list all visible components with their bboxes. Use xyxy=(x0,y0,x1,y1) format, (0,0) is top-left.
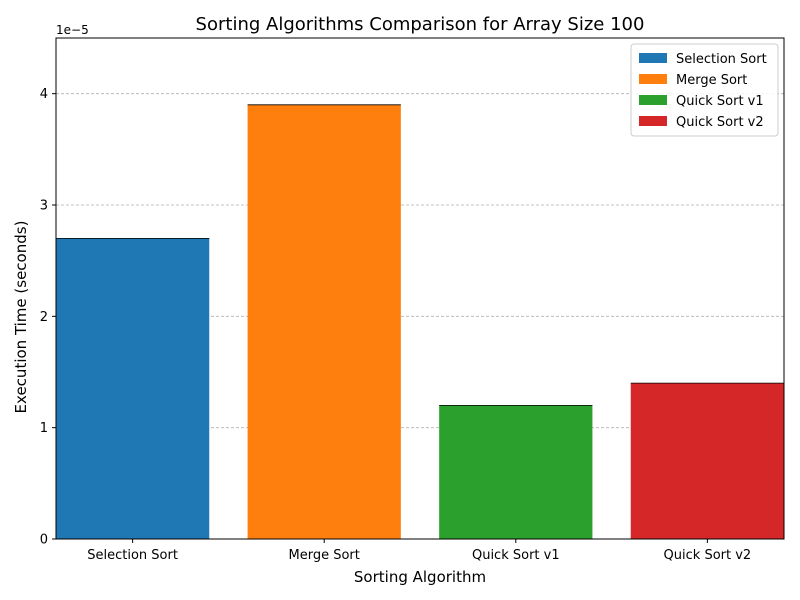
legend-entry: Quick Sort v2 xyxy=(676,115,764,130)
legend-entry: Quick Sort v1 xyxy=(676,94,764,109)
bar xyxy=(630,383,784,539)
y-tick-label: 0 xyxy=(40,533,48,548)
y-axis-offset-label: 1e−5 xyxy=(56,23,89,37)
x-tick-label: Selection Sort xyxy=(87,548,178,563)
chart-title: Sorting Algorithms Comparison for Array … xyxy=(196,14,645,35)
legend-entry: Merge Sort xyxy=(676,73,747,88)
legend-swatch xyxy=(639,95,667,105)
legend-swatch xyxy=(639,74,667,84)
legend-swatch xyxy=(639,53,667,63)
legend-box xyxy=(630,43,779,137)
legend: Selection Sort Merge Sort Quick Sort v1 Qui… xyxy=(630,43,779,137)
y-axis-label: Execution Time (seconds) xyxy=(12,221,30,414)
x-tick-label: Quick Sort v2 xyxy=(664,548,752,563)
x-tick-label: Quick Sort v1 xyxy=(472,548,560,563)
x-axis-ticks: Selection Sort Merge Sort Quick Sort v1 Qui… xyxy=(87,539,751,563)
y-axis-ticks: 0 1 2 3 4 xyxy=(40,87,56,548)
x-axis-label: Sorting Algorithm xyxy=(354,568,486,586)
legend-swatch xyxy=(639,116,667,126)
bar xyxy=(439,405,593,539)
bar xyxy=(247,104,401,540)
legend-entry: Selection Sort xyxy=(676,52,767,67)
y-tick-label: 2 xyxy=(40,310,48,325)
x-tick-label: Merge Sort xyxy=(289,548,360,563)
bars xyxy=(56,104,784,540)
bar xyxy=(56,238,210,539)
y-tick-label: 4 xyxy=(40,87,48,102)
y-tick-label: 1 xyxy=(40,421,48,436)
y-tick-label: 3 xyxy=(40,199,48,214)
plot-frame xyxy=(55,37,785,540)
